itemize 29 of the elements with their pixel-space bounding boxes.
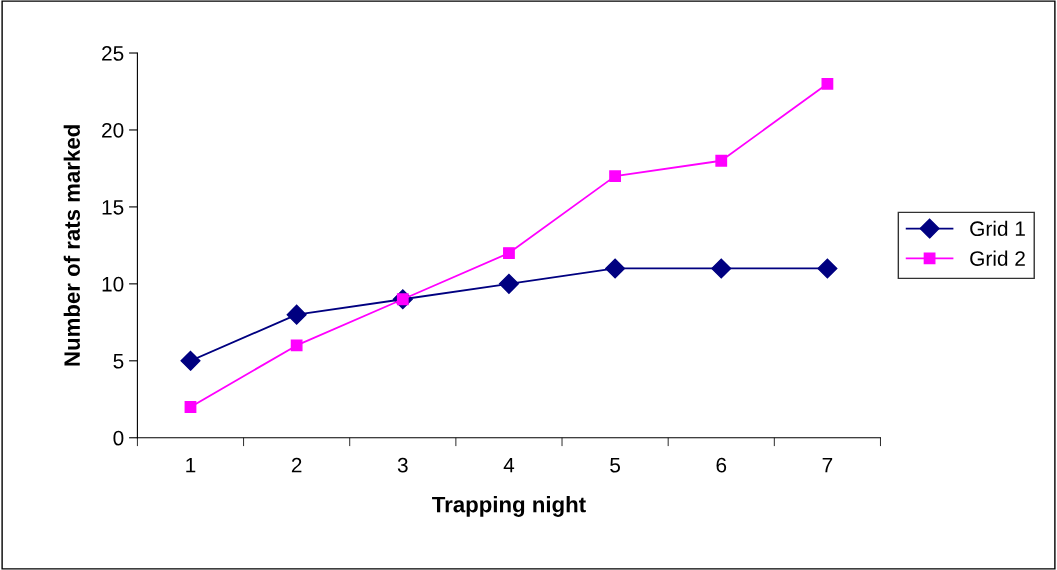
legend-label: Grid 1	[970, 220, 1025, 237]
y-axis-title: Number of rats marked	[63, 125, 80, 366]
y-tick-label: 10	[102, 276, 124, 292]
point	[817, 258, 838, 279]
x-tick-label: 1	[186, 457, 196, 473]
point	[290, 339, 303, 352]
x-tick-label: 4	[503, 457, 515, 473]
x-tick-label: 5	[610, 457, 621, 473]
point	[609, 170, 622, 183]
point	[715, 154, 728, 167]
x-tick-label: 2	[291, 457, 302, 473]
y-tick-label: 0	[113, 430, 124, 446]
point	[498, 273, 519, 294]
point	[184, 401, 197, 413]
point	[711, 258, 732, 279]
point	[180, 350, 201, 371]
point	[605, 258, 626, 279]
y-tick-label: 20	[102, 122, 124, 138]
x-axis-title: Trapping night	[432, 496, 586, 517]
legend-label: Grid 2	[970, 250, 1025, 266]
y-tick-label: 25	[102, 46, 124, 61]
point	[821, 77, 834, 90]
x-tick-label: 6	[716, 457, 727, 473]
y-tick-label: 15	[102, 200, 124, 215]
point	[286, 304, 307, 325]
point	[503, 247, 515, 259]
x-tick-label: 7	[822, 457, 833, 473]
y-tick-label: 5	[113, 354, 124, 369]
x-tick-label: 3	[397, 457, 408, 473]
